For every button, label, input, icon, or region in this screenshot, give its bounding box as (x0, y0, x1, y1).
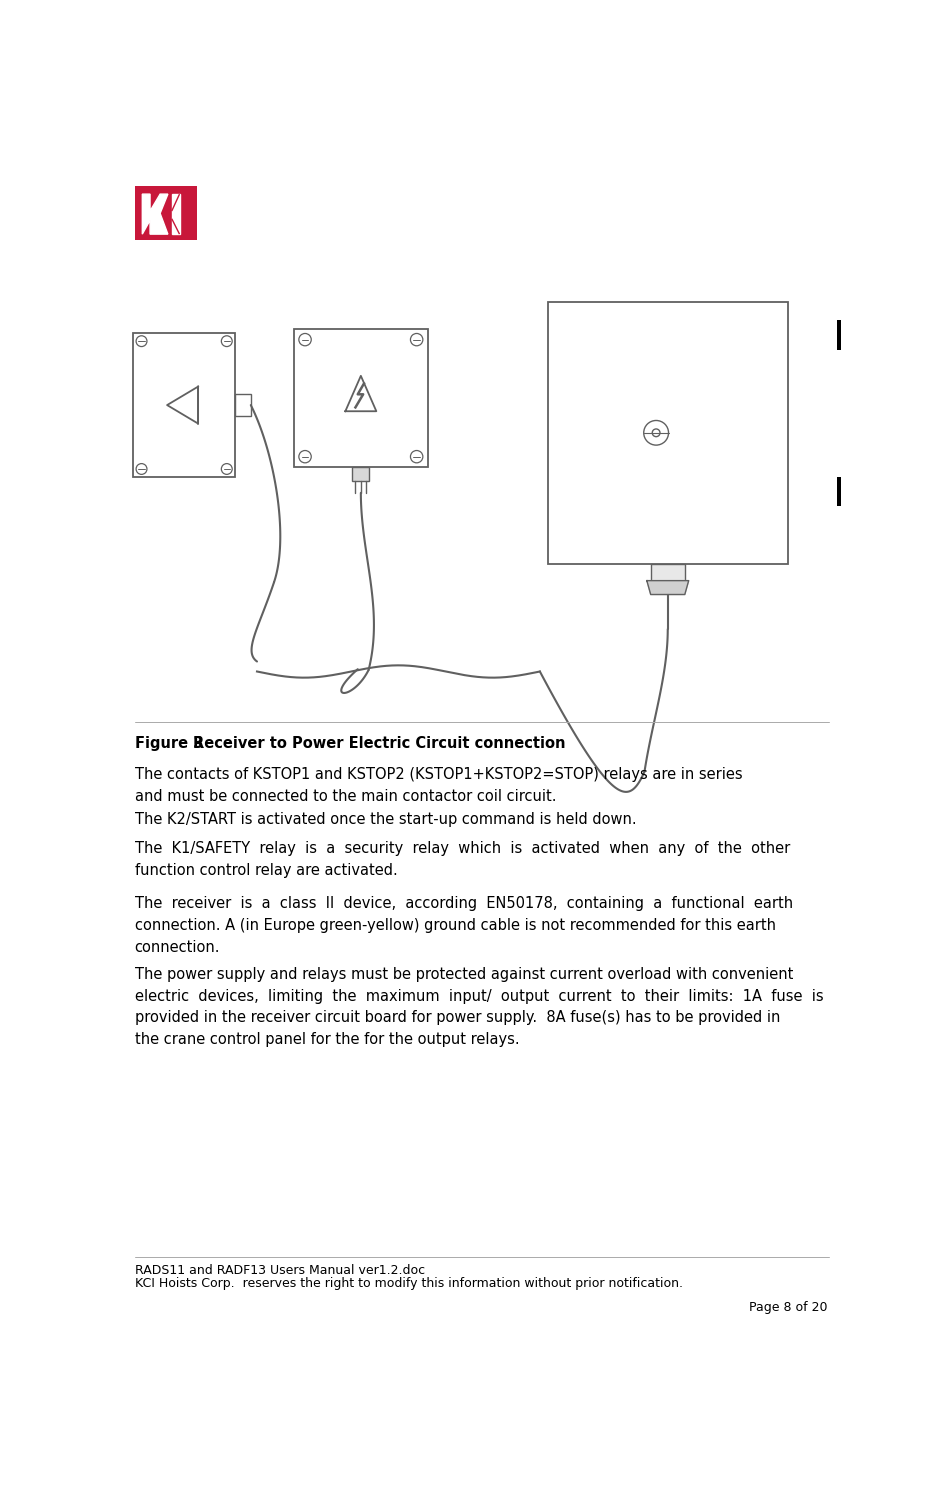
Text: The contacts of KSTOP1 and KSTOP2 (KSTOP1+KSTOP2=STOP) relays are in series
and : The contacts of KSTOP1 and KSTOP2 (KSTOP… (134, 768, 743, 804)
Bar (235, 395, 251, 416)
Bar (837, 320, 841, 350)
Polygon shape (172, 219, 180, 234)
Bar (650, 563, 685, 581)
Text: Figure 3: Figure 3 (134, 736, 203, 751)
Bar (548, 302, 788, 563)
Bar (134, 186, 196, 240)
Bar (837, 476, 841, 506)
Text: The  K1/SAFETY  relay  is  a  security  relay  which  is  activated  when  any  : The K1/SAFETY relay is a security relay … (134, 841, 790, 877)
Text: Page 8 of 20: Page 8 of 20 (749, 1301, 827, 1314)
Bar (352, 467, 369, 481)
Text: The  receiver  is  a  class  II  device,  according  EN50178,  containing  a  fu: The receiver is a class II device, accor… (134, 897, 792, 955)
Polygon shape (647, 581, 689, 595)
Bar (294, 329, 428, 467)
Text: Receiver to Power Electric Circuit connection: Receiver to Power Electric Circuit conne… (193, 736, 565, 751)
Polygon shape (172, 194, 180, 212)
Polygon shape (142, 194, 168, 234)
Polygon shape (172, 194, 180, 234)
Text: The power supply and relays must be protected against current overload with conv: The power supply and relays must be prot… (134, 967, 823, 1047)
Text: RADS11 and RADF13 Users Manual ver1.2.doc: RADS11 and RADF13 Users Manual ver1.2.do… (134, 1265, 425, 1277)
Text: The K2/START is activated once the start-up command is held down.: The K2/START is activated once the start… (134, 811, 636, 826)
Text: KCI Hoists Corp.  reserves the right to modify this information without prior no: KCI Hoists Corp. reserves the right to m… (134, 1277, 682, 1290)
Bar (133, 333, 235, 478)
